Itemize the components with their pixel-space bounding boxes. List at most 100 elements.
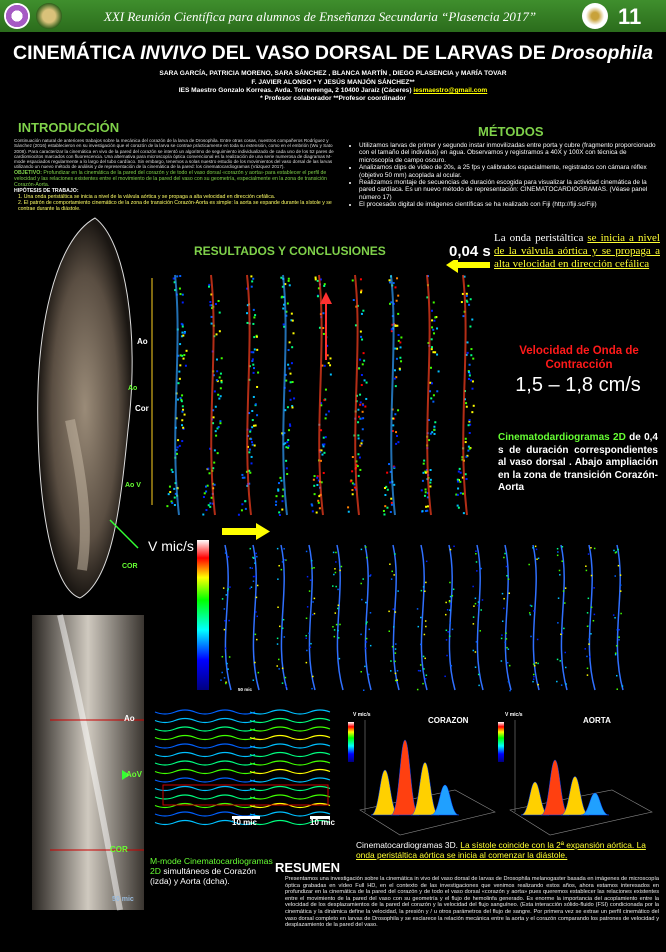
speckle	[252, 371, 255, 374]
speckle	[320, 449, 323, 452]
speckle	[358, 367, 361, 370]
speckle	[225, 681, 227, 684]
speckle	[322, 332, 325, 335]
speckle	[501, 634, 503, 636]
speckle	[425, 581, 427, 584]
speckle	[433, 332, 436, 335]
speckle	[312, 613, 314, 616]
speckle	[181, 323, 184, 326]
speckle	[420, 489, 423, 492]
speckle	[181, 354, 184, 357]
speckle	[321, 364, 324, 367]
speckle	[424, 488, 427, 491]
speckle	[561, 632, 564, 634]
speckle	[208, 283, 211, 286]
speckle	[616, 688, 618, 690]
speckle	[468, 447, 471, 450]
speckle	[339, 569, 341, 572]
wall-trace	[588, 544, 596, 691]
speckle	[369, 574, 372, 576]
heading: INTRODUCCIÓN	[18, 120, 120, 135]
speckle	[214, 430, 217, 433]
metodos-item: El procesado digital de imágenes científ…	[359, 201, 658, 208]
speckle	[391, 570, 393, 573]
speckle	[433, 425, 436, 428]
speckle	[293, 397, 296, 400]
speckle	[220, 381, 223, 384]
speckle	[457, 479, 460, 482]
wall-trace	[426, 274, 432, 516]
speckle	[241, 476, 244, 479]
speckle	[225, 594, 228, 596]
speckle	[561, 545, 564, 548]
speckle	[256, 615, 259, 618]
resumen-heading: RESUMEN	[275, 860, 341, 875]
speckle	[217, 393, 220, 396]
speckle	[369, 575, 371, 577]
speckle	[284, 676, 287, 679]
speckle	[468, 374, 471, 377]
speckle	[182, 357, 185, 360]
speckle	[255, 552, 257, 555]
speckle	[448, 600, 451, 603]
speckle	[560, 633, 562, 636]
speckle	[287, 279, 290, 282]
speckle	[449, 609, 451, 611]
speckle	[393, 417, 396, 420]
speckle	[335, 623, 338, 626]
label: Ao V	[125, 482, 141, 489]
metodos-text: Utilizamos larvas de primer y segundo in…	[352, 140, 658, 209]
speckle	[618, 628, 620, 631]
speckle	[289, 398, 292, 401]
speckle	[612, 614, 615, 616]
speckle	[306, 575, 309, 578]
speckle	[533, 675, 535, 678]
speckle	[281, 285, 284, 288]
speckle	[351, 482, 354, 485]
velocidad: 1,5 – 1,8 cm/s	[515, 374, 641, 396]
speckle	[333, 629, 336, 631]
speckle	[432, 328, 435, 331]
speckle	[445, 601, 447, 604]
metodos-item: Realizamos montaje de secuencias de dura…	[359, 179, 658, 201]
speckle	[505, 632, 507, 634]
speckle	[556, 680, 558, 683]
speckle	[252, 395, 255, 398]
roles: * Profesor colaborador **Profesor coordi…	[260, 95, 406, 102]
speckle	[359, 330, 362, 333]
speckle	[210, 293, 213, 296]
speckle	[252, 556, 254, 559]
speckle	[445, 639, 448, 641]
speckle	[390, 328, 393, 331]
speckle	[532, 547, 534, 549]
speckle	[176, 275, 179, 278]
speckle	[357, 453, 360, 456]
speckle	[281, 432, 284, 435]
speckle	[615, 645, 618, 647]
speckle	[357, 474, 360, 477]
speckle	[619, 584, 622, 586]
speckle	[365, 546, 367, 548]
speckle	[388, 630, 391, 632]
wall-trace	[336, 544, 344, 691]
mmode-trace	[249, 760, 331, 766]
speckle	[246, 287, 249, 290]
speckle	[389, 563, 391, 565]
speckle	[305, 550, 308, 553]
speckle	[250, 462, 253, 465]
speckle	[337, 604, 340, 607]
speckle	[353, 486, 356, 489]
speckle	[275, 500, 278, 503]
speckle	[288, 429, 291, 432]
speckle	[224, 647, 227, 650]
speckle	[255, 596, 258, 599]
speckle	[333, 573, 335, 576]
speckle	[529, 613, 532, 616]
speckle	[291, 346, 294, 349]
speckle	[281, 627, 284, 630]
speckle	[248, 469, 251, 472]
speckle	[251, 419, 254, 422]
time-arrow-head	[256, 523, 270, 540]
speckle	[181, 440, 184, 443]
